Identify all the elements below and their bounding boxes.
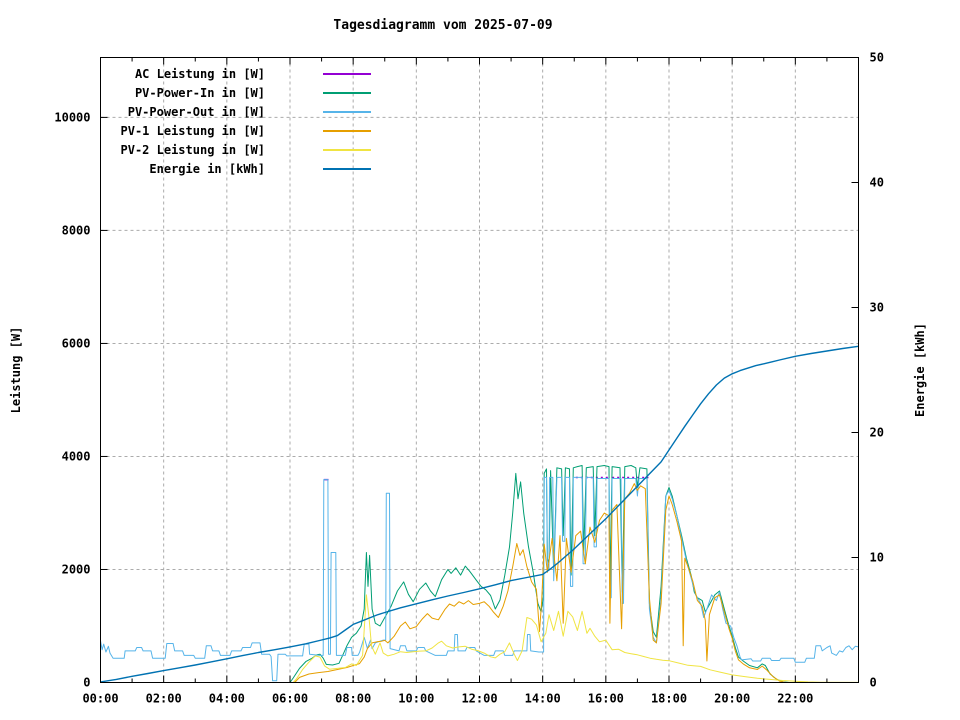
gridlines <box>100 57 859 683</box>
y-left-tick-label: 4000 <box>62 449 91 463</box>
x-tick-label: 08:00 <box>335 692 371 706</box>
legend-label: PV-2 Leistung in [W] <box>121 143 266 157</box>
x-tick-label: 10:00 <box>398 692 434 706</box>
y-left-axis-title: Leistung [W] <box>9 327 23 414</box>
legend-label: PV-Power-In in [W] <box>135 86 265 100</box>
x-tick-label: 02:00 <box>146 692 182 706</box>
legend-item: Energie in [kWh] <box>149 162 371 176</box>
legend-item: PV-1 Leistung in [W] <box>121 124 371 138</box>
legend-item: PV-Power-Out in [W] <box>128 105 371 119</box>
y-right-tick-label: 50 <box>870 51 884 65</box>
y-right-tick-label: 30 <box>870 301 884 315</box>
x-tick-label: 04:00 <box>209 692 245 706</box>
x-tick-label: 14:00 <box>525 692 561 706</box>
y-right-tick-label: 40 <box>870 176 884 190</box>
y-left-tick-label: 2000 <box>62 562 91 576</box>
series-line-pv-1-leistung-in-w <box>100 483 859 683</box>
y-left-tick-label: 8000 <box>62 223 91 237</box>
series-line-pv-power-out-in-w <box>100 476 859 682</box>
legend-label: Energie in [kWh] <box>149 162 265 176</box>
x-tick-label: 12:00 <box>461 692 497 706</box>
y-right-tick-label: 0 <box>870 676 877 690</box>
chart-title: Tagesdiagramm vom 2025-07-09 <box>333 18 553 33</box>
x-tick-label: 20:00 <box>714 692 750 706</box>
x-tick-label: 18:00 <box>651 692 687 706</box>
series-line-energie-in-kwh <box>100 345 859 683</box>
legend: AC Leistung in [W] PV-Power-In in [W] PV-P… <box>121 67 371 176</box>
legend-label: AC Leistung in [W] <box>135 67 265 81</box>
legend-item: PV-2 Leistung in [W] <box>121 143 371 157</box>
axis-labels: 00:00 02:00 04:00 06:00 08:00 10:00 12:00 14:00… <box>9 51 927 706</box>
legend-item: PV-Power-In in [W] <box>135 86 371 100</box>
x-tick-label: 00:00 <box>82 692 118 706</box>
y-right-tick-label: 20 <box>870 426 884 440</box>
legend-label: PV-Power-Out in [W] <box>128 105 265 119</box>
plot-border-and-ticks <box>100 57 859 683</box>
legend-item: AC Leistung in [W] <box>135 67 371 81</box>
x-tick-label: 06:00 <box>272 692 308 706</box>
y-right-axis-title: Energie [kWh] <box>913 323 927 417</box>
x-tick-label: 22:00 <box>777 692 813 706</box>
y-right-tick-label: 10 <box>870 551 884 565</box>
x-tick-label: 16:00 <box>588 692 624 706</box>
y-left-tick-label: 10000 <box>54 110 90 124</box>
y-left-tick-label: 6000 <box>62 336 91 350</box>
legend-label: PV-1 Leistung in [W] <box>121 124 266 138</box>
series-plot <box>100 345 859 683</box>
y-left-tick-label: 0 <box>83 676 90 690</box>
series-line-pv-2-leistung-in-w <box>100 594 859 683</box>
